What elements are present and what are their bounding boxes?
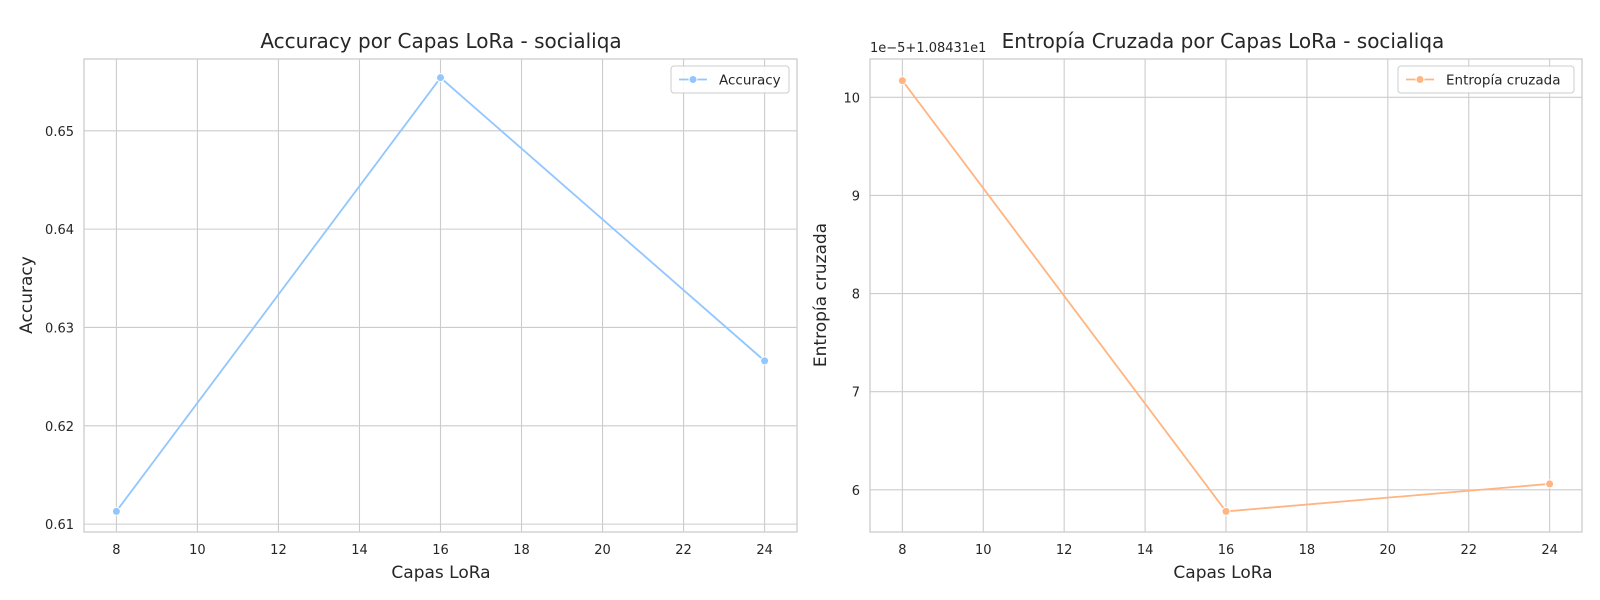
- x-tick-label: 22: [1460, 543, 1477, 558]
- x-tick-label: 24: [1541, 543, 1558, 558]
- y-tick-label: 9: [852, 189, 860, 204]
- x-tick-label: 8: [112, 543, 120, 558]
- x-tick-label: 24: [756, 543, 773, 558]
- y-tick-label: 0.63: [45, 321, 74, 336]
- y-tick-label: 8: [852, 288, 860, 303]
- y-axis-label: Accuracy: [17, 256, 37, 334]
- y-tick-label: 0.62: [45, 420, 74, 435]
- x-tick-label: 16: [432, 543, 449, 558]
- x-tick-label: 20: [1380, 543, 1397, 558]
- legend-marker: [688, 75, 698, 84]
- x-tick-label: 10: [975, 543, 992, 558]
- data-point: [760, 356, 770, 366]
- legend-marker: [1415, 75, 1425, 84]
- x-tick-label: 18: [513, 543, 530, 558]
- legend-label: Entropía cruzada: [1446, 73, 1561, 89]
- data-point: [111, 506, 121, 516]
- plot-frame: [869, 58, 1583, 533]
- chart-title: Accuracy por Capas LoRa - socialiqa: [260, 29, 621, 53]
- y-tick-label: 0.64: [45, 223, 74, 238]
- y-tick-label: 0.65: [45, 125, 74, 140]
- grid: [870, 59, 1582, 532]
- x-tick-label: 18: [1299, 543, 1316, 558]
- x-tick-label: 12: [270, 543, 287, 558]
- x-tick-label: 8: [898, 543, 906, 558]
- chart-title: Entropía Cruzada por Capas LoRa - social…: [1002, 29, 1445, 53]
- cross-entropy-chart: Entropía Cruzada por Capas LoRa - social…: [811, 29, 1583, 583]
- legend: Accuracy: [670, 65, 790, 94]
- x-tick-label: 14: [1137, 543, 1154, 558]
- x-tick-label: 14: [351, 543, 368, 558]
- accuracy-chart: Accuracy por Capas LoRa - socialiqa Capa…: [17, 29, 798, 583]
- legend-frame: [1397, 65, 1575, 94]
- data-point: [897, 76, 907, 86]
- y-tick-label: 0.61: [45, 518, 74, 533]
- y-axis-label: Entropía cruzada: [811, 223, 831, 367]
- y-tick-label: 6: [852, 484, 860, 499]
- legend-label: Accuracy: [719, 73, 781, 89]
- y-axis-offset-label: 1e−5+1.08431e1: [870, 41, 986, 56]
- x-tick-label: 20: [594, 543, 611, 558]
- data-point: [436, 73, 445, 83]
- y-tick-label: 7: [852, 386, 860, 401]
- x-tick-label: 22: [675, 543, 692, 558]
- x-tick-label: 16: [1218, 543, 1235, 558]
- x-axis-label: Capas LoRa: [1173, 563, 1272, 583]
- legend: Entropía cruzada: [1397, 65, 1575, 94]
- x-tick-label: 12: [1056, 543, 1073, 558]
- plot-frame: [83, 58, 798, 533]
- data-point: [1221, 506, 1231, 516]
- x-axis-label: Capas LoRa: [391, 563, 490, 583]
- data-point: [1545, 479, 1555, 489]
- grid: [84, 59, 797, 532]
- legend-frame: [670, 65, 790, 94]
- y-tick-label: 10: [843, 91, 860, 106]
- x-tick-label: 10: [189, 543, 206, 558]
